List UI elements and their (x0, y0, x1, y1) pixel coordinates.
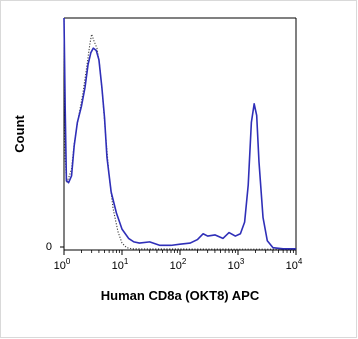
y-axis-title: Count (12, 115, 27, 153)
stained-histogram-line (63, 17, 296, 250)
x-tick-label: 102 (170, 257, 187, 272)
x-axis-title: Human CD8a (OKT8) APC (101, 288, 260, 303)
y-axis-ticks: 0 (46, 241, 64, 253)
x-tick-label: 103 (228, 257, 245, 272)
y-tick-label: 0 (46, 241, 52, 253)
x-tick-label: 101 (112, 257, 129, 272)
series-layer (63, 17, 297, 250)
plot-area (63, 17, 297, 251)
x-tick-label: 100 (54, 257, 71, 272)
control-histogram-line (63, 17, 297, 250)
x-tick-label: 104 (286, 257, 303, 272)
x-axis-ticks: 100 101 102 103 104 (54, 250, 303, 272)
